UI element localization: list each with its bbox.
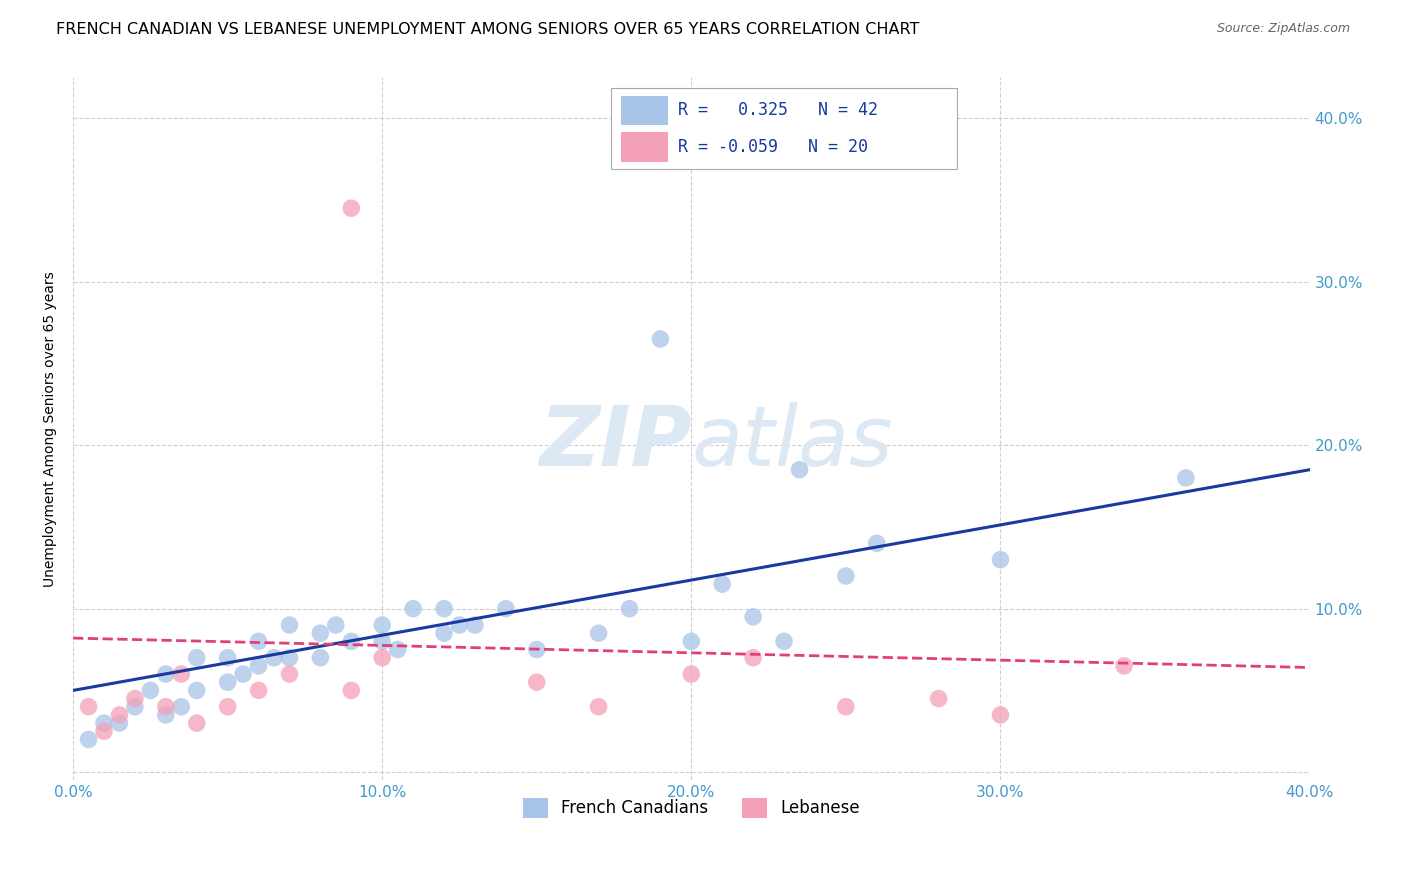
Point xyxy=(588,699,610,714)
Text: R = -0.059   N = 20: R = -0.059 N = 20 xyxy=(678,138,868,156)
Point xyxy=(1112,659,1135,673)
Point xyxy=(93,716,115,731)
Point xyxy=(990,552,1012,566)
Point xyxy=(263,650,285,665)
Point xyxy=(108,716,131,731)
Point xyxy=(773,634,796,648)
Point xyxy=(93,724,115,739)
Legend: French Canadians, Lebanese: French Canadians, Lebanese xyxy=(516,791,866,825)
Point xyxy=(588,626,610,640)
Point xyxy=(387,642,409,657)
Point xyxy=(742,650,765,665)
Point xyxy=(835,569,858,583)
Point xyxy=(495,601,517,615)
Point xyxy=(278,618,301,632)
Point xyxy=(681,667,703,681)
Text: FRENCH CANADIAN VS LEBANESE UNEMPLOYMENT AMONG SENIORS OVER 65 YEARS CORRELATION: FRENCH CANADIAN VS LEBANESE UNEMPLOYMENT… xyxy=(56,22,920,37)
Point xyxy=(433,601,456,615)
Point xyxy=(526,675,548,690)
Point xyxy=(449,618,471,632)
Point xyxy=(186,683,208,698)
Point xyxy=(371,650,394,665)
Point xyxy=(217,650,239,665)
Point xyxy=(77,732,100,747)
Point xyxy=(619,601,641,615)
FancyBboxPatch shape xyxy=(621,132,668,161)
Point xyxy=(340,201,363,215)
Point xyxy=(309,650,332,665)
Point xyxy=(835,699,858,714)
Point xyxy=(124,691,146,706)
Point xyxy=(247,659,270,673)
Point xyxy=(340,634,363,648)
Point xyxy=(186,716,208,731)
Point xyxy=(325,618,347,632)
Point xyxy=(155,699,177,714)
Point xyxy=(186,650,208,665)
Point xyxy=(789,463,811,477)
Point xyxy=(371,618,394,632)
Point xyxy=(124,699,146,714)
Point xyxy=(170,667,193,681)
Point xyxy=(278,650,301,665)
Point xyxy=(371,634,394,648)
Point xyxy=(1174,471,1197,485)
Point xyxy=(402,601,425,615)
Point xyxy=(278,667,301,681)
Point xyxy=(155,707,177,722)
Point xyxy=(990,707,1012,722)
Point xyxy=(742,610,765,624)
Point xyxy=(681,634,703,648)
Point xyxy=(866,536,889,550)
Point xyxy=(139,683,162,698)
Point xyxy=(650,332,672,346)
Point xyxy=(247,634,270,648)
Point xyxy=(108,707,131,722)
Point xyxy=(170,699,193,714)
Point xyxy=(526,642,548,657)
Point xyxy=(309,626,332,640)
Point xyxy=(247,683,270,698)
Point xyxy=(711,577,734,591)
Y-axis label: Unemployment Among Seniors over 65 years: Unemployment Among Seniors over 65 years xyxy=(44,271,58,587)
Point xyxy=(928,691,950,706)
Text: R =   0.325   N = 42: R = 0.325 N = 42 xyxy=(678,102,877,120)
Point xyxy=(340,683,363,698)
Point xyxy=(77,699,100,714)
Text: atlas: atlas xyxy=(692,402,893,483)
Text: Source: ZipAtlas.com: Source: ZipAtlas.com xyxy=(1216,22,1350,36)
Point xyxy=(155,667,177,681)
Point xyxy=(232,667,254,681)
Point xyxy=(464,618,486,632)
Point xyxy=(217,675,239,690)
FancyBboxPatch shape xyxy=(621,95,668,125)
Point xyxy=(217,699,239,714)
Point xyxy=(433,626,456,640)
Text: ZIP: ZIP xyxy=(538,402,692,483)
FancyBboxPatch shape xyxy=(612,88,957,169)
